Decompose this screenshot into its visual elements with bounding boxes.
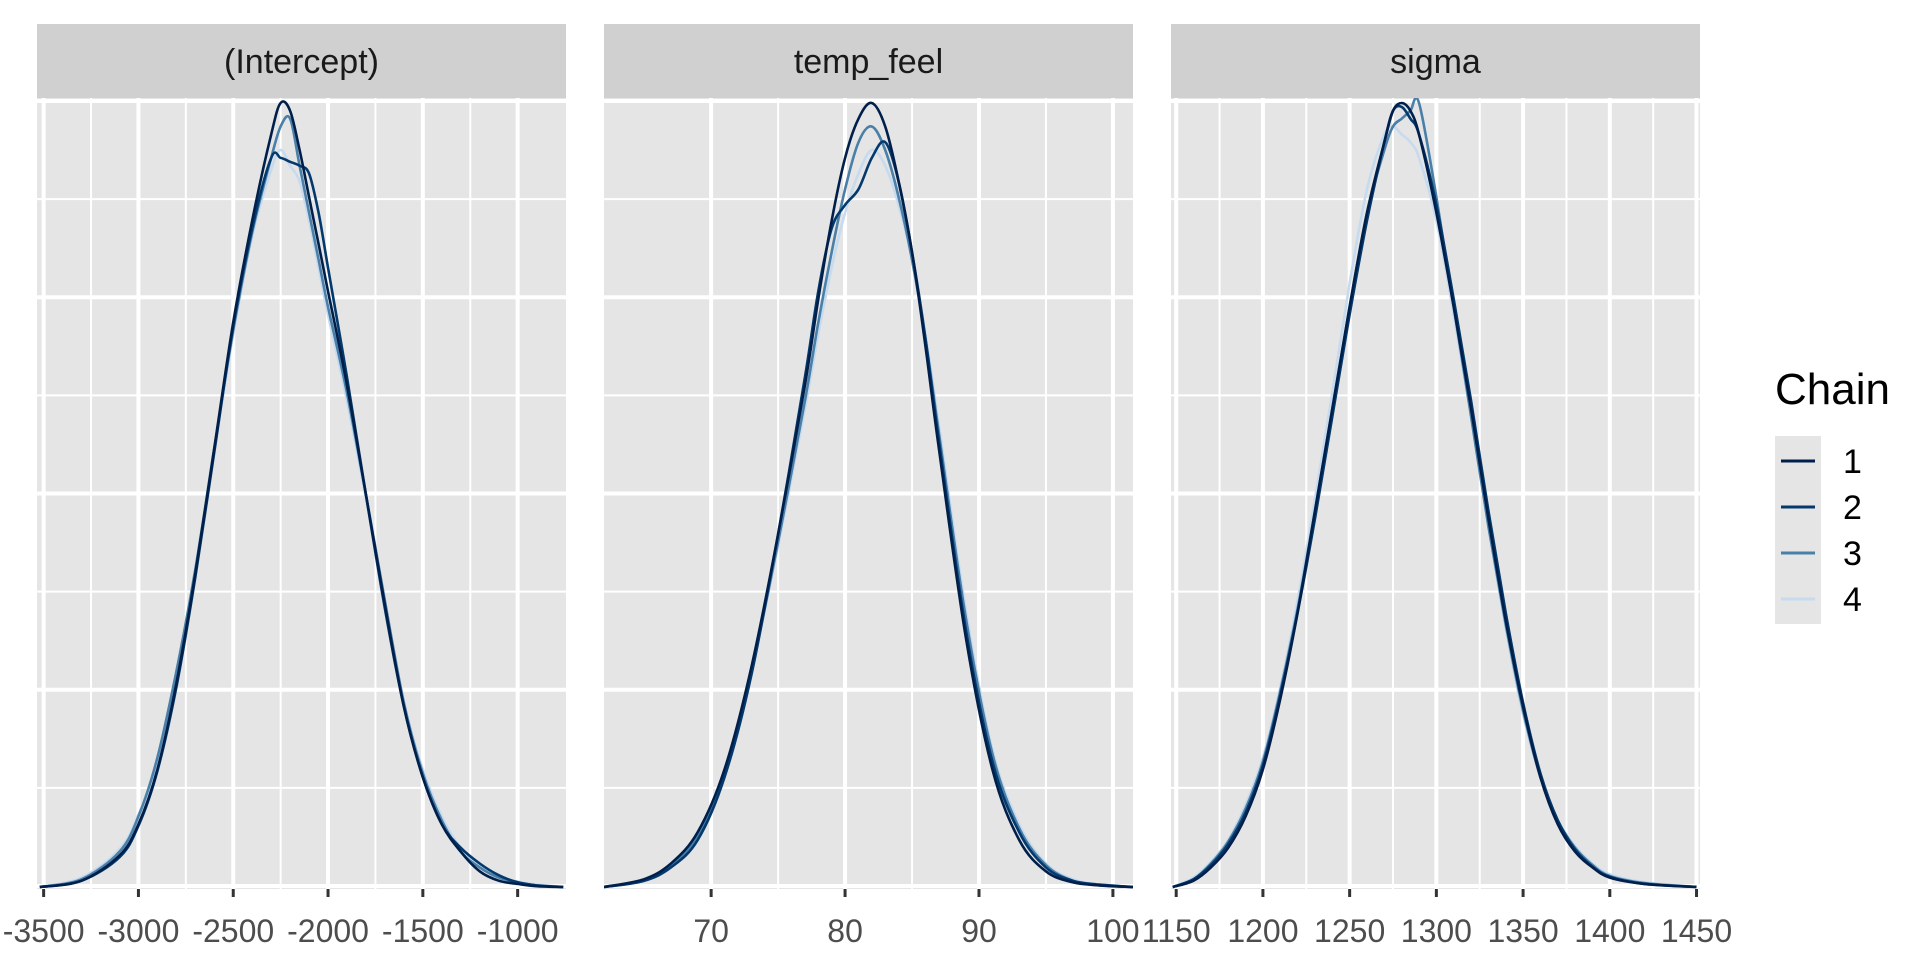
- x-tick-label: 80: [827, 913, 863, 949]
- density-line-chain-1: [604, 101, 1133, 889]
- legend-label: 4: [1843, 581, 1862, 619]
- strip-label: temp_feel: [794, 43, 943, 81]
- x-tick-label: -1500: [382, 913, 464, 949]
- x-tick-label: -3000: [98, 913, 180, 949]
- legend-label: 3: [1843, 535, 1862, 573]
- facet-panel: (Intercept) -3500 -3000 -2500 -2000 -1500 -100…: [3, 24, 566, 949]
- facet-panel: temp_feel 70 80 90 100: [604, 24, 1140, 949]
- density-line-chain-1: [1172, 101, 1697, 889]
- x-tick-label: -2000: [287, 913, 369, 949]
- x-tick-label: 1350: [1487, 913, 1558, 949]
- x-tick-label: -3500: [3, 913, 85, 949]
- legend-keys: 1 2 3 4: [1781, 443, 1862, 619]
- density-line-chain-1: [39, 100, 564, 889]
- strip-label: (Intercept): [224, 43, 379, 81]
- legend-label: 1: [1843, 443, 1862, 481]
- legend-label: 2: [1843, 489, 1862, 527]
- x-tick-label: 100: [1086, 913, 1139, 949]
- chain-legend: Chain 1 2 3 4: [1775, 365, 1890, 624]
- x-tick-label: -1000: [477, 913, 559, 949]
- strip-label: sigma: [1390, 43, 1481, 81]
- x-tick-label: 70: [693, 913, 729, 949]
- x-tick-label: 90: [961, 913, 997, 949]
- x-tick-label: 1200: [1227, 913, 1298, 949]
- facet-panel: sigma 1150 1200 1250 1300 1350 1400 1450: [1142, 24, 1732, 949]
- facet-panels: (Intercept) -3500 -3000 -2500 -2000 -1500 -100…: [3, 24, 1732, 949]
- x-tick-label: 1150: [1142, 913, 1211, 949]
- density-line-chain-2: [604, 140, 1133, 889]
- x-tick-label: 1250: [1314, 913, 1385, 949]
- legend-title: Chain: [1775, 365, 1890, 414]
- strip-background: [37, 24, 566, 98]
- strip-background: [604, 24, 1133, 98]
- x-tick-label: 1400: [1574, 913, 1645, 949]
- x-tick-label: 1450: [1661, 913, 1732, 949]
- legend-key-background: [1775, 436, 1821, 624]
- x-tick-label: -2500: [192, 913, 274, 949]
- x-tick-label: 1300: [1401, 913, 1472, 949]
- strip-background: [1171, 24, 1700, 98]
